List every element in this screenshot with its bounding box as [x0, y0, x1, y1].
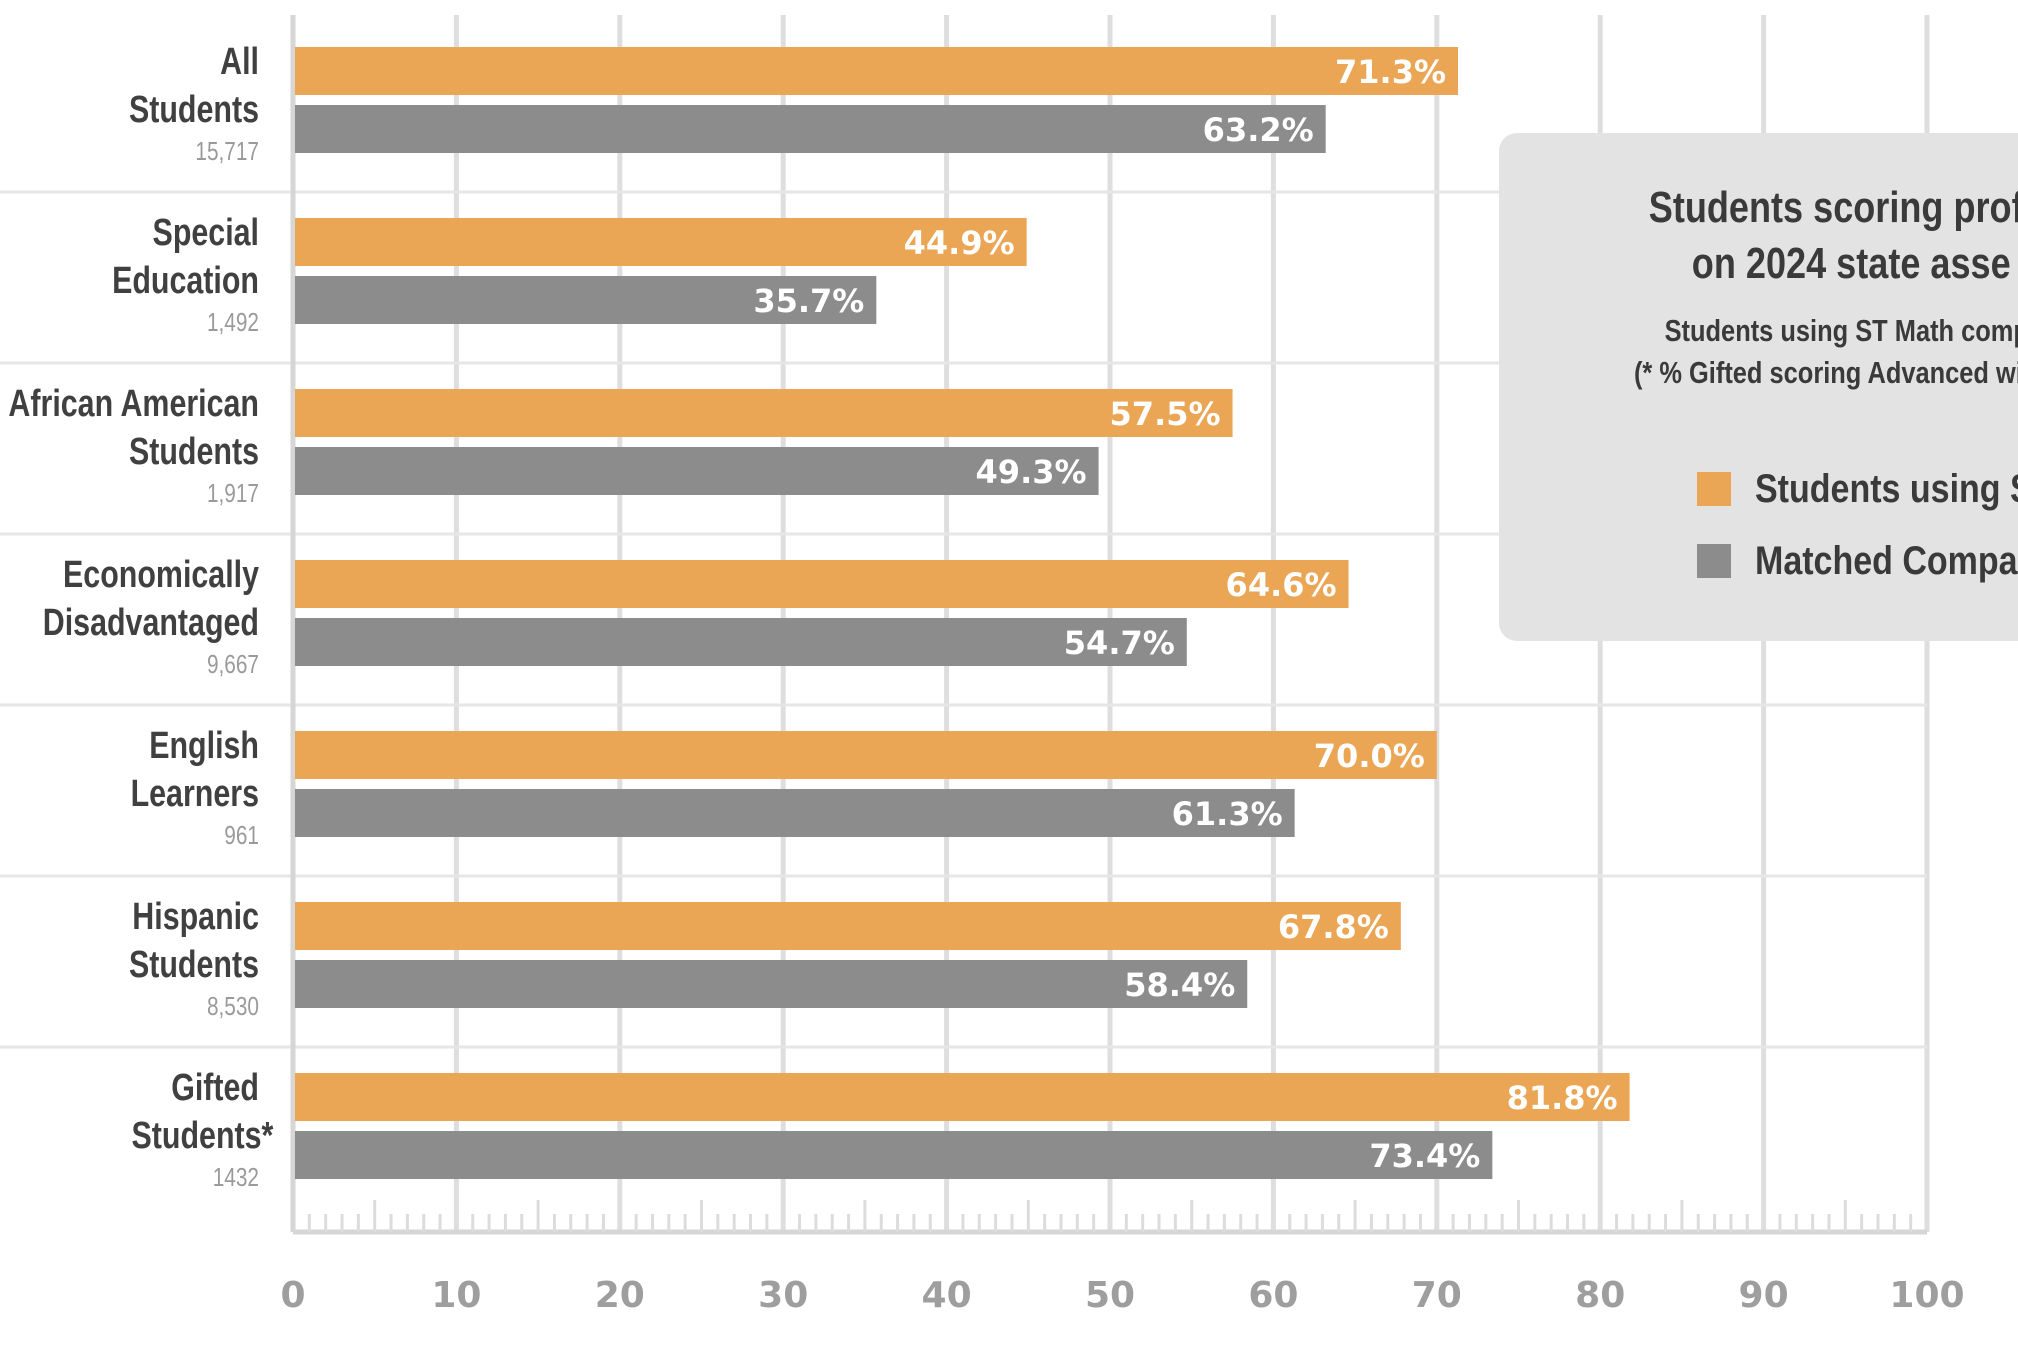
chart-legend-box: Students scoring profic on 2024 state as… [1499, 133, 2018, 641]
category-count: 9,667 [207, 650, 259, 679]
bar-value-label: 73.4% [1369, 1137, 1480, 1175]
legend-item-st-math: Students using ST [1697, 466, 2018, 511]
bar-value-label: 58.4% [1124, 966, 1235, 1004]
x-tick-label: 0 [280, 1275, 305, 1316]
bar-st-math [295, 902, 1401, 950]
legend-swatch-gray [1697, 544, 1731, 578]
category-label-line-2: Learners [131, 773, 259, 815]
bar-comparison [295, 1131, 1493, 1179]
bar-value-label: 63.2% [1203, 111, 1314, 149]
category-label-line-1: Hispanic [132, 896, 259, 938]
bar-value-label: 61.3% [1172, 795, 1283, 833]
category-count: 1,917 [207, 479, 259, 508]
category-count: 15,717 [195, 137, 259, 166]
bar-value-label: 81.8% [1507, 1079, 1618, 1117]
category-label-line-2: Students [129, 89, 259, 131]
x-tick-label: 90 [1739, 1275, 1789, 1316]
category-label-line-2: Education [112, 260, 259, 302]
x-tick-label: 10 [431, 1275, 481, 1316]
bar-st-math [295, 389, 1233, 437]
category-label-line-1: Gifted [171, 1067, 259, 1109]
category-label-line-1: All [220, 41, 259, 83]
bar-comparison [295, 276, 877, 324]
bar-value-label: 44.9% [904, 224, 1015, 262]
x-tick-label: 80 [1575, 1275, 1625, 1316]
bar-value-label: 57.5% [1110, 395, 1221, 433]
bar-comparison [295, 447, 1099, 495]
x-tick-label: 100 [1889, 1275, 1964, 1316]
chart-title-line-1: Students scoring profic [1648, 183, 2018, 232]
bar-comparison [295, 960, 1248, 1008]
chart-title-line-2: on 2024 state asse [1691, 239, 2011, 288]
category-count: 8,530 [207, 992, 259, 1021]
bar-st-math [295, 47, 1459, 95]
x-tick-label: 40 [922, 1275, 972, 1316]
category-label-line-1: Economically [63, 554, 259, 596]
x-tick-label: 50 [1085, 1275, 1135, 1316]
category-label-line-2: Students [129, 431, 259, 473]
category-label-line-2: Students* [132, 1115, 274, 1157]
category-count: 961 [224, 821, 259, 850]
category-label-line-2: Students [129, 944, 259, 986]
legend-label-comparison: Matched Comparis [1755, 538, 2018, 583]
category-label-line-1: African American [8, 383, 259, 425]
bar-comparison [295, 105, 1326, 153]
x-tick-label: 20 [595, 1275, 645, 1316]
x-tick-label: 30 [758, 1275, 808, 1316]
bar-comparison [295, 789, 1295, 837]
x-tick-label: 60 [1248, 1275, 1298, 1316]
chart-subtitle-line-1: Students using ST Math complet [1664, 313, 2018, 348]
category-count: 1432 [213, 1163, 259, 1192]
bar-value-label: 64.6% [1226, 566, 1337, 604]
bar-st-math [295, 1073, 1630, 1121]
bar-st-math [295, 218, 1027, 266]
category-label-line-1: English [149, 725, 259, 767]
category-count: 1,492 [207, 308, 259, 337]
bar-value-label: 71.3% [1335, 53, 1446, 91]
bar-value-label: 54.7% [1064, 624, 1175, 662]
legend-label-st-math: Students using ST [1755, 466, 2018, 511]
bar-value-label: 49.3% [976, 453, 1087, 491]
chart-subtitle-line-2: (* % Gifted scoring Advanced with 2,5 [1633, 355, 2018, 390]
x-tick-label: 70 [1412, 1275, 1462, 1316]
bar-st-math [295, 731, 1437, 779]
category-label-line-1: Special [153, 212, 259, 254]
category-label-line-2: Disadvantaged [43, 602, 259, 644]
legend-item-comparison: Matched Comparis [1697, 538, 2018, 583]
bar-value-label: 67.8% [1278, 908, 1389, 946]
bar-comparison [295, 618, 1187, 666]
bar-st-math [295, 560, 1349, 608]
bar-value-label: 35.7% [753, 282, 864, 320]
legend-swatch-orange [1697, 472, 1731, 506]
bar-value-label: 70.0% [1314, 737, 1425, 775]
